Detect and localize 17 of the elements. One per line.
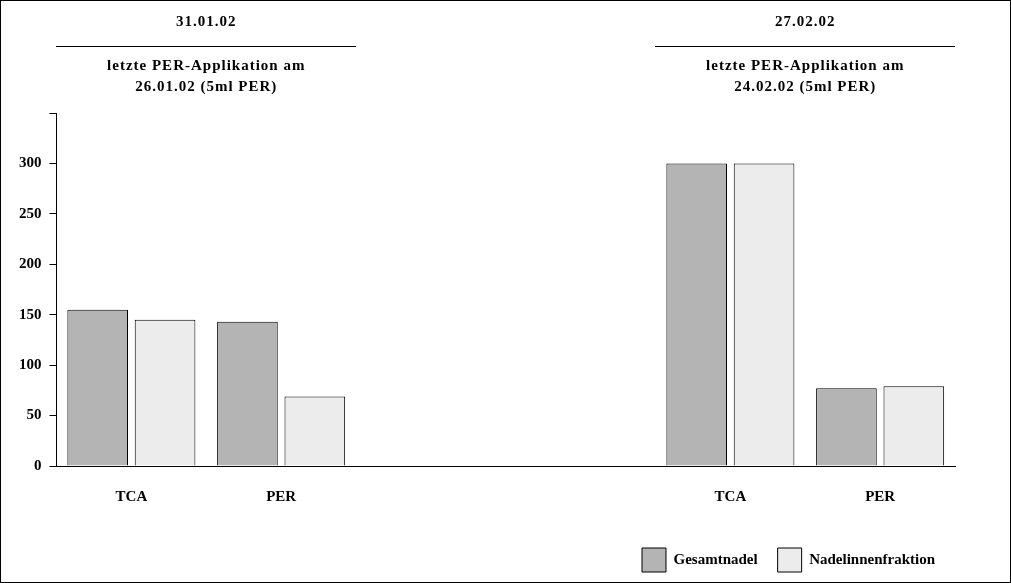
y-tick-label: 250 [19, 204, 42, 221]
x-tick-label: PER [865, 487, 896, 504]
y-tick-label: 200 [19, 255, 42, 272]
x-tick-label: TCA [714, 487, 747, 504]
text: 31.01.02 [56, 11, 357, 47]
text: letzte PER-Applikation am 26.01.02 (5ml PER) [106, 56, 307, 96]
text: 27.02.02 [655, 11, 956, 47]
legend-label: Gesamtnadel [673, 550, 758, 567]
y-tick-label: 50 [26, 406, 42, 423]
y-tick-label: 300 [19, 154, 42, 171]
legend-label: Nadelinnenfraktion [809, 550, 936, 567]
text: letzte PER-Applikation am 24.02.02 (5ml PER) [705, 56, 906, 96]
y-tick-label: 150 [19, 305, 42, 322]
y-tick-label: 100 [19, 356, 42, 373]
x-tick-label: TCA [115, 487, 148, 504]
x-tick-label: PER [266, 487, 297, 504]
y-tick-label: 0 [34, 456, 42, 473]
